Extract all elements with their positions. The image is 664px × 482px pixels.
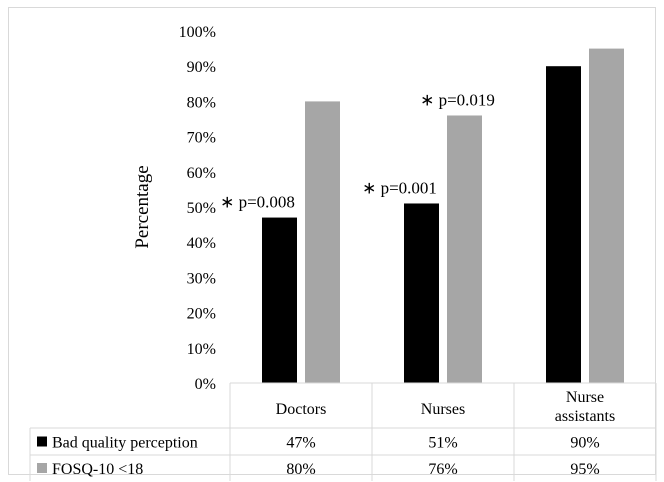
significance-annotation: ∗ p=0.001 xyxy=(362,178,437,197)
legend-swatch xyxy=(37,436,47,447)
bar-bad-quality-perception-nurses xyxy=(404,203,439,383)
y-tick-label: 50% xyxy=(187,200,216,217)
bar-fosq-10-18-doctors xyxy=(305,101,340,384)
table-value: 95% xyxy=(570,461,599,478)
bar-bad-quality-perception-doctors xyxy=(262,217,297,383)
table-value: 90% xyxy=(570,435,599,452)
bar-bad-quality-perception-nurse-assistants xyxy=(546,66,581,383)
category-label: Nurses xyxy=(421,401,465,418)
legend-label: FOSQ-10 <18 xyxy=(52,461,143,478)
table-value: 47% xyxy=(286,435,315,452)
y-axis-label: Percentage xyxy=(132,165,153,248)
legend-label: Bad quality perception xyxy=(52,435,198,452)
y-tick-label: 0% xyxy=(195,376,216,393)
y-tick-label: 80% xyxy=(187,94,216,111)
bar-fosq-10-18-nurse-assistants xyxy=(589,48,624,383)
y-tick-label: 10% xyxy=(187,341,216,358)
category-label: Nurse xyxy=(566,389,604,406)
bar-fosq-10-18-nurses xyxy=(447,115,482,383)
y-tick-label: 100% xyxy=(179,24,216,41)
table-value: 51% xyxy=(428,435,457,452)
category-label: assistants xyxy=(555,408,615,425)
significance-annotation: ∗ p=0.008 xyxy=(220,193,295,212)
y-tick-label: 70% xyxy=(187,130,216,147)
table-value: 76% xyxy=(428,461,457,478)
category-label: Doctors xyxy=(276,401,327,418)
legend-swatch xyxy=(37,463,47,473)
y-tick-label: 20% xyxy=(187,306,216,323)
significance-annotation: ∗ p=0.019 xyxy=(420,90,495,109)
y-tick-label: 60% xyxy=(187,165,216,182)
table-value: 80% xyxy=(286,461,315,478)
y-tick-label: 30% xyxy=(187,270,216,287)
y-tick-label: 40% xyxy=(187,235,216,252)
y-tick-label: 90% xyxy=(187,59,216,76)
